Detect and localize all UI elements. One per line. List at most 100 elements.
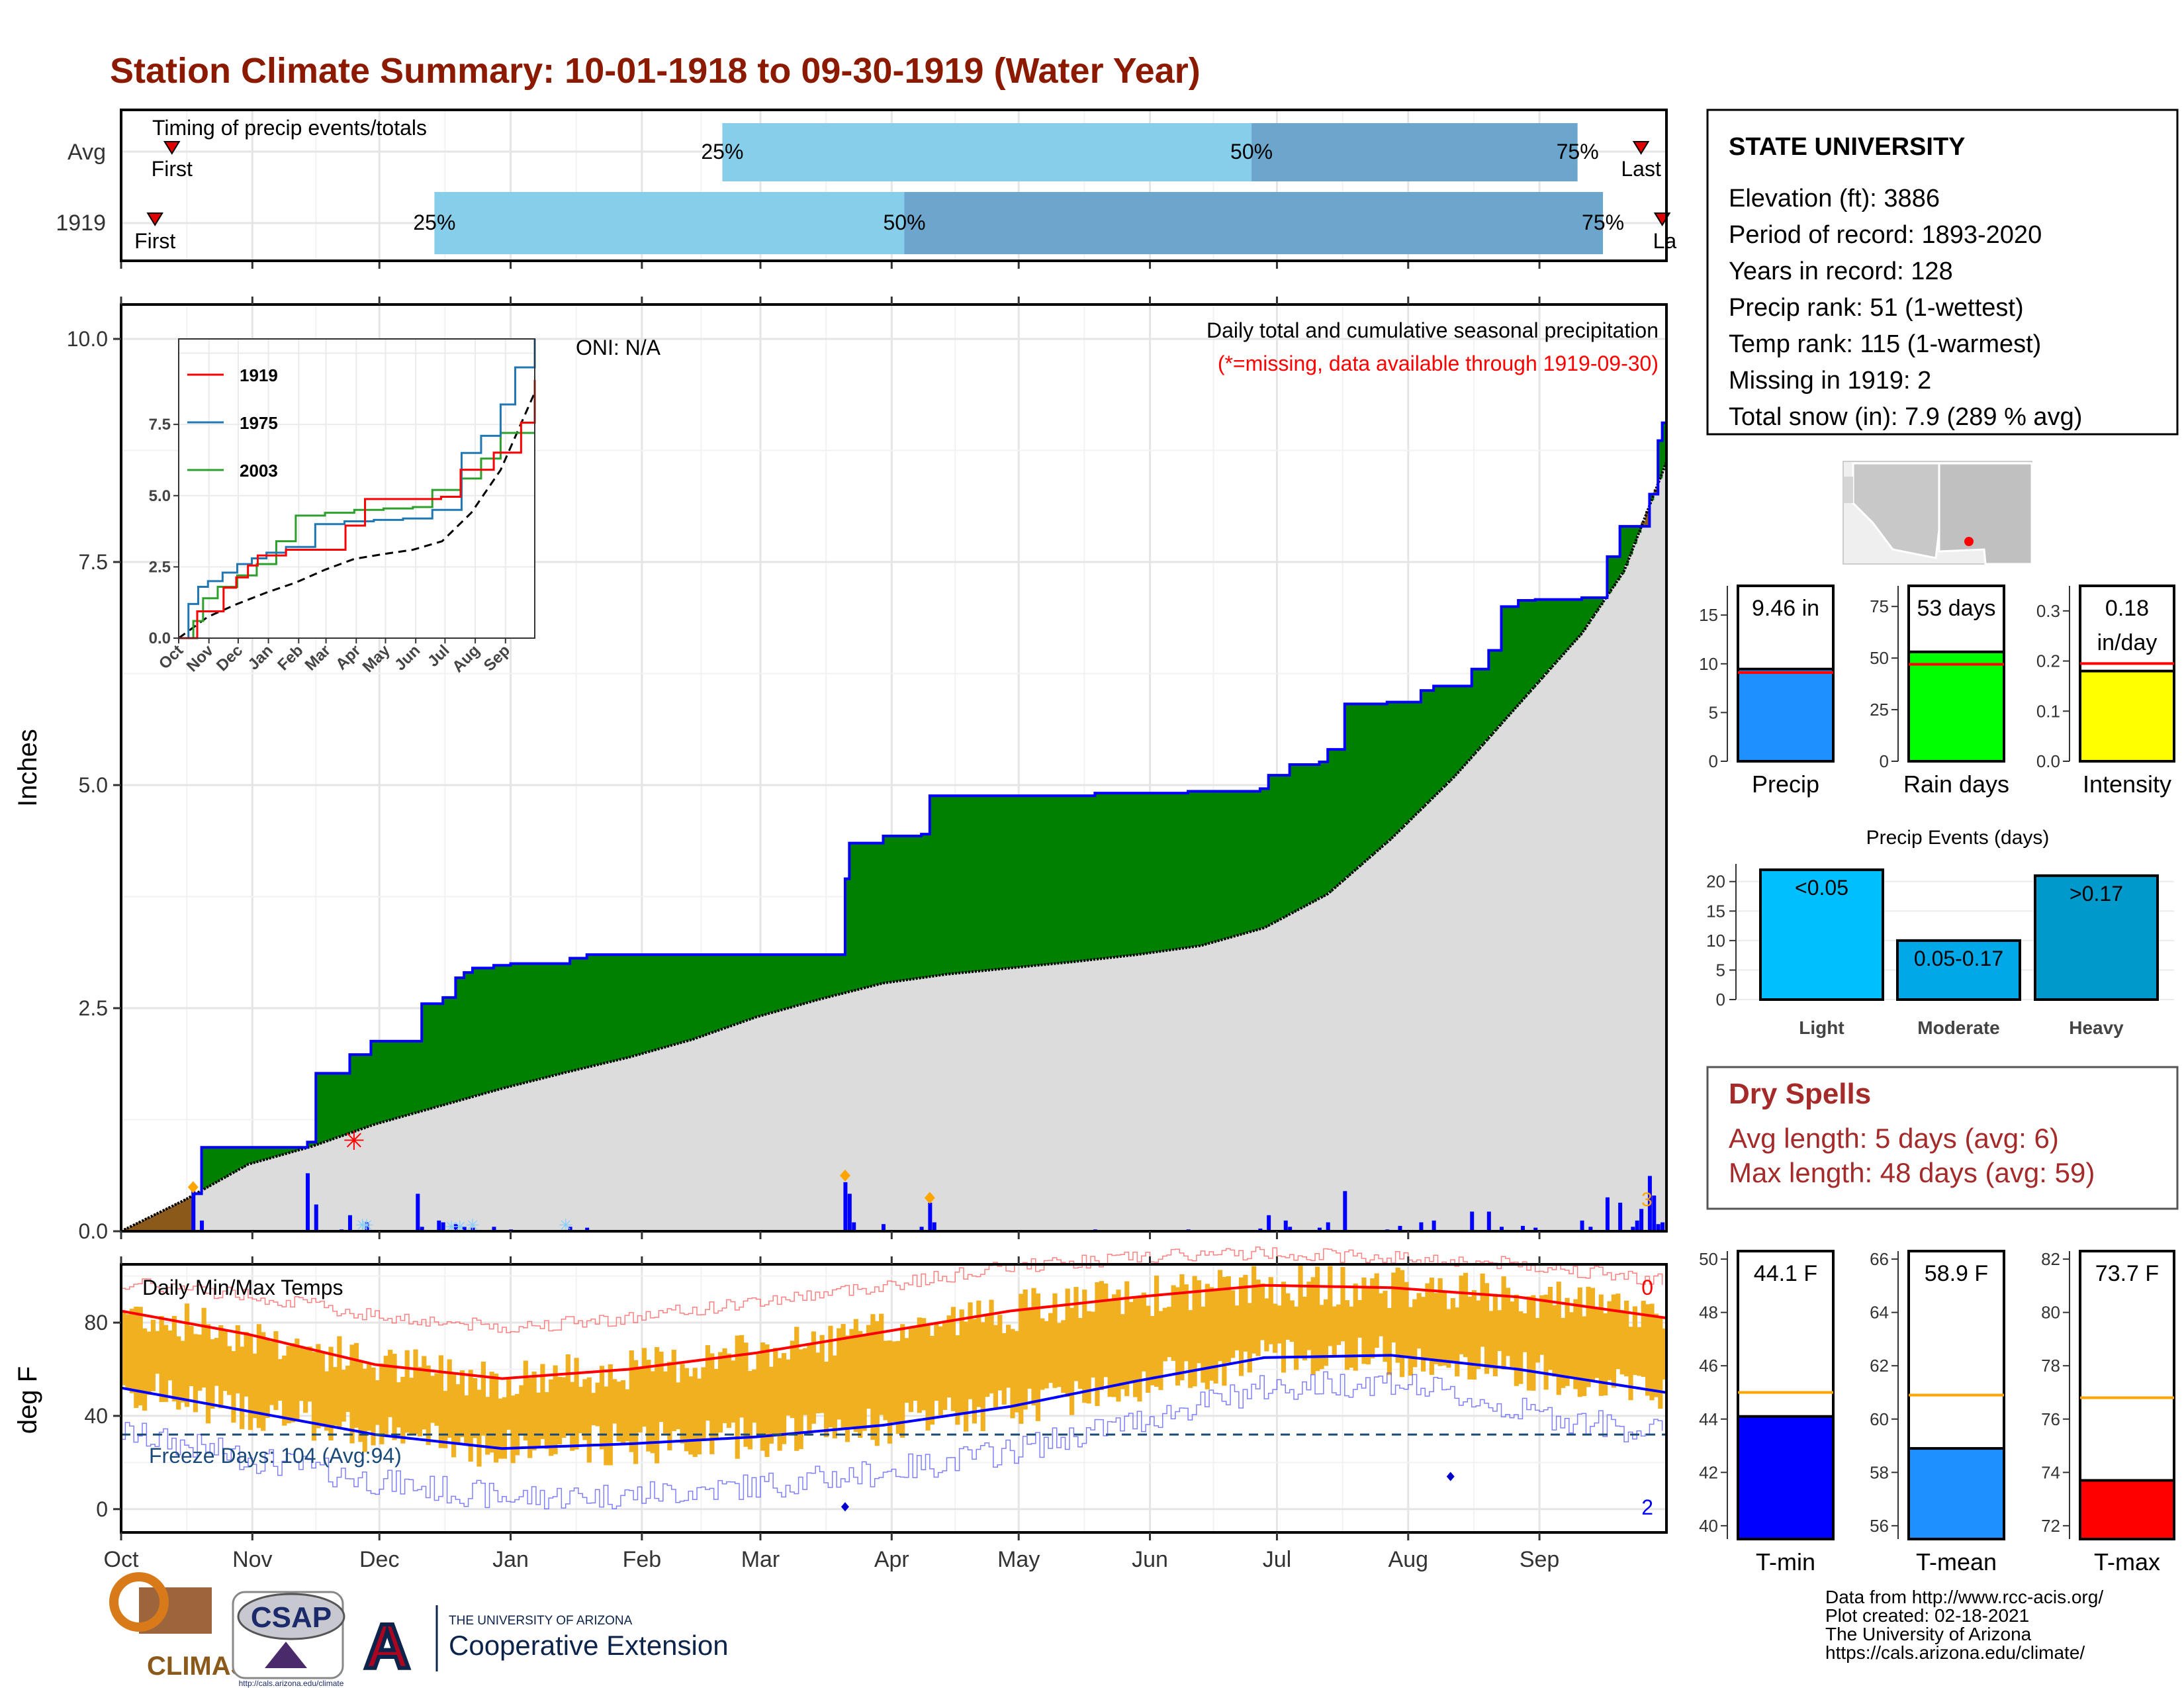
gauge-y-tick-label: 74 [2041, 1462, 2060, 1482]
daily-precip-bars: ✳✳ ✳✳✳ ✳✳ [187, 1127, 1665, 1237]
above-normal-fill [1019, 796, 1024, 967]
above-normal-fill [811, 955, 816, 1002]
daily-temp-range-bar [662, 1371, 668, 1434]
daily-temp-range-bar [464, 1395, 469, 1445]
daily-precip-bar [1647, 1176, 1652, 1231]
gauge-category-label: Rain days [1903, 771, 2009, 798]
record-max-line [121, 1246, 1663, 1334]
above-normal-fill [1056, 796, 1062, 964]
daily-precip-bar [305, 1173, 310, 1231]
above-normal-fill [768, 955, 774, 1013]
above-normal-fill [324, 1073, 330, 1142]
daily-temp-range-bar [1196, 1280, 1202, 1364]
csap-logo: CSAP http://cals.arizona.edu/climate [232, 1591, 345, 1688]
above-normal-fill [1285, 775, 1291, 915]
above-normal-fill [1306, 764, 1312, 904]
daily-temp-range-bar [396, 1382, 402, 1428]
above-normal-fill [637, 955, 643, 1055]
above-normal-fill [908, 835, 913, 980]
daily-temp-range-bar [557, 1377, 563, 1445]
dry-spells-max: Max length: 48 days (avg: 59) [1729, 1157, 2095, 1188]
record-max-count: 0 [1641, 1276, 1653, 1299]
daily-temp-range-bar [1455, 1307, 1460, 1377]
daily-temp-range-bar [455, 1384, 461, 1443]
inset-y-tick-label: 0.0 [149, 630, 171, 647]
daily-precip-bar [462, 1227, 467, 1231]
above-normal-fill [1082, 796, 1087, 961]
above-normal-fill [434, 1004, 439, 1107]
daily-temp-range-bar [1107, 1299, 1113, 1397]
above-normal-fill [1577, 599, 1582, 636]
above-normal-fill [277, 1147, 283, 1156]
above-normal-fill [1594, 597, 1600, 612]
above-normal-fill [1167, 793, 1172, 951]
above-normal-fill [1370, 704, 1375, 855]
daily-temp-range-bar [1171, 1285, 1176, 1361]
above-normal-fill [1171, 793, 1176, 950]
daily-temp-range-bar [1336, 1304, 1342, 1345]
above-normal-fill [823, 955, 829, 998]
timing-label: Timing of precip events/totals [152, 116, 427, 140]
daily-temp-range-bar [1437, 1278, 1443, 1366]
daily-precip-bar [347, 1215, 352, 1231]
legend-label-1975: 1975 [240, 413, 278, 433]
above-normal-fill [1611, 556, 1616, 587]
gauge-y-tick-label: 0.0 [2036, 751, 2060, 771]
above-normal-fill [328, 1073, 334, 1140]
daily-temp-range-bar [722, 1348, 727, 1423]
daily-temp-range-bar [1658, 1317, 1663, 1409]
daily-temp-range-bar [353, 1342, 359, 1428]
below-normal-fill [159, 1211, 164, 1231]
above-normal-fill [646, 955, 651, 1053]
below-normal-fill [150, 1215, 156, 1231]
above-normal-fill [273, 1147, 279, 1157]
above-normal-fill [320, 1073, 325, 1143]
inset-series-1975 [179, 339, 536, 639]
above-normal-fill [942, 796, 948, 975]
above-normal-fill [633, 955, 639, 1056]
daily-temp-range-bar [549, 1379, 554, 1456]
above-normal-fill [1561, 599, 1566, 655]
daily-precip-bar [1326, 1222, 1330, 1231]
inset-y-tick-label: 2.5 [149, 558, 171, 576]
temp-range-bars [121, 1266, 1667, 1467]
above-normal-fill [1273, 775, 1278, 923]
timing-q75-label: 75% [1582, 211, 1624, 234]
dry-spells-title: Dry Spells [1729, 1078, 1871, 1110]
daily-temp-range-bar [265, 1339, 270, 1418]
above-normal-fill [1628, 526, 1633, 555]
climas-logo-text: CLIMAS [147, 1652, 248, 1681]
above-normal-fill [1416, 702, 1422, 812]
daily-temp-range-bar [1222, 1276, 1227, 1386]
daily-temp-range-bar [1128, 1301, 1134, 1382]
daily-temp-range-bar [337, 1336, 342, 1427]
daily-temp-range-bar [908, 1329, 914, 1413]
daily-temp-range-bar [1539, 1295, 1545, 1355]
above-normal-fill [489, 968, 494, 1092]
above-normal-fill [743, 955, 749, 1021]
above-normal-fill [1615, 556, 1621, 581]
daily-temp-range-bar [972, 1319, 978, 1424]
daily-precip-bar [919, 1227, 924, 1231]
daily-temp-range-bar [134, 1306, 139, 1409]
above-normal-fill [798, 955, 803, 1005]
station-location-dot [1964, 537, 1974, 546]
daily-precip-bar [1267, 1215, 1271, 1231]
gauge-rain-days: 0 25 50 75 53 days Rain days [1870, 585, 2009, 798]
daily-temp-range-bar [303, 1347, 308, 1413]
daily-temp-range-bar [1044, 1321, 1049, 1389]
daily-temp-range-bar [163, 1325, 169, 1402]
inset-x-tick-label: Feb [274, 641, 306, 674]
daily-temp-range-bar [205, 1324, 211, 1424]
above-normal-fill [409, 1041, 414, 1114]
above-normal-fill [519, 963, 524, 1084]
above-normal-fill [1099, 793, 1104, 959]
above-normal-fill [718, 955, 723, 1030]
daily-temp-range-bar [155, 1331, 160, 1374]
above-normal-fill [1107, 793, 1113, 958]
above-normal-fill [747, 955, 752, 1019]
daily-temp-range-bar [1124, 1281, 1130, 1397]
above-normal-fill [286, 1147, 291, 1153]
daily-temp-range-bar [633, 1360, 639, 1464]
above-normal-fill [1281, 775, 1286, 918]
